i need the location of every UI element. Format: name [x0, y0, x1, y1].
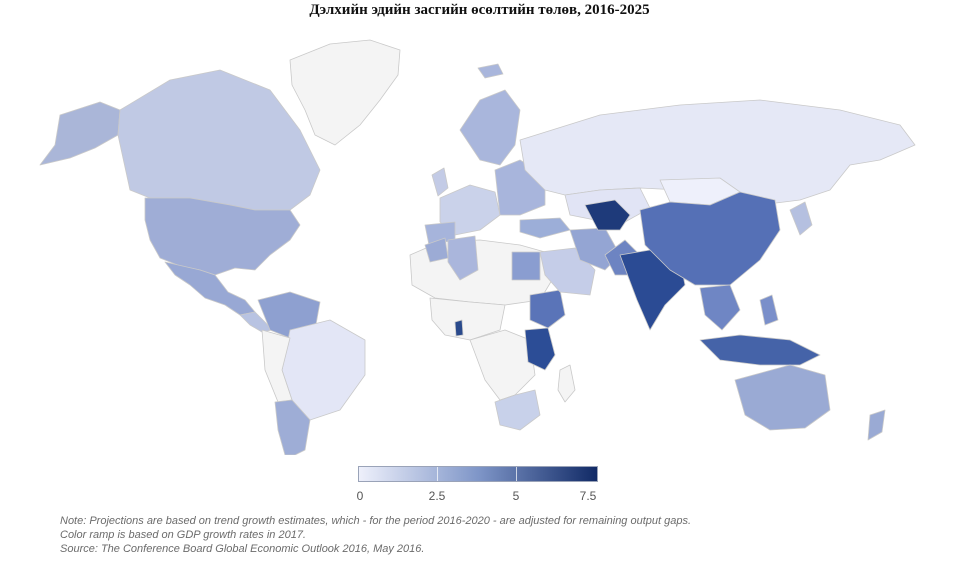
iceland — [477, 63, 504, 79]
china — [639, 191, 781, 286]
usa — [144, 197, 301, 276]
australia — [734, 364, 831, 431]
korea-japan — [789, 201, 813, 236]
algeria — [447, 235, 479, 281]
footnote: Note: Projections are based on trend gro… — [60, 514, 940, 556]
world-choropleth-map — [0, 30, 959, 455]
legend-tick-label: 7.5 — [579, 489, 597, 503]
ethiopia — [529, 289, 566, 329]
legend-color-ramp — [358, 466, 598, 482]
source-line: Source: The Conference Board Global Econ… — [60, 543, 425, 555]
note-line: Color ramp is based on GDP growth rates … — [60, 529, 306, 541]
legend-tick-label: 2.5 — [428, 489, 446, 503]
egypt — [511, 251, 541, 281]
philippines — [759, 294, 779, 326]
uk — [431, 167, 449, 197]
uzbekistan-turkmenistan — [584, 199, 631, 231]
note-line: Note: Projections are based on trend gro… — [60, 515, 692, 527]
legend-divider — [516, 467, 517, 481]
indonesia — [699, 334, 821, 366]
madagascar — [557, 364, 576, 403]
kenya-tanzania — [524, 327, 556, 371]
west-africa — [429, 297, 506, 341]
color-legend: 0 2.5 5 7.5 — [356, 466, 598, 508]
greenland — [289, 39, 401, 146]
southern-africa — [494, 389, 541, 431]
canada — [117, 69, 321, 211]
ghana — [454, 319, 464, 337]
central-africa — [469, 329, 536, 401]
legend-divider — [437, 467, 438, 481]
alaska — [39, 101, 121, 166]
indochina — [699, 284, 741, 331]
legend-tick-label: 5 — [512, 489, 520, 503]
legend-tick-label: 0 — [356, 489, 364, 503]
argentina — [274, 399, 311, 455]
new-zealand — [867, 409, 886, 441]
turkey — [519, 217, 571, 239]
scandinavia — [459, 89, 521, 166]
map-title: Дэлхийн эдийн засгийн өсөлтийн төлөв, 20… — [309, 2, 650, 18]
